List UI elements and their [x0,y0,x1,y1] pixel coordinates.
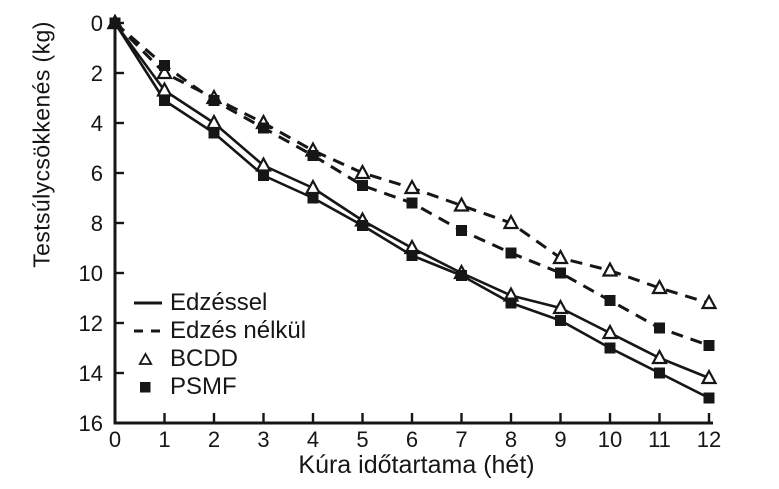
marker-filled-square [555,315,566,326]
marker-filled-square [357,220,368,231]
x-tick-label: 6 [406,427,418,452]
marker-filled-square [406,250,418,261]
marker-filled-square [208,95,220,106]
y-axis-title: Testsúlycsökkenés (kg) [28,21,55,268]
y-tick-label: 12 [79,311,103,336]
legend-label-psmf: PSMF [170,373,237,400]
y-tick-label: 10 [79,261,103,286]
y-tick-label: 16 [79,411,103,436]
marker-filled-square [654,322,665,334]
marker-filled-square [258,122,269,134]
marker-filled-square [357,180,368,191]
legend-item-with-training: Edzéssel [133,289,306,317]
filled-square-icon [133,380,170,394]
legend-item-without-training: Edzés nélkül [133,317,306,345]
legend-label-with-training: Edzéssel [170,289,268,316]
x-tick-label: 9 [554,427,566,452]
x-tick-label: 11 [648,427,671,452]
y-tick-label: 0 [91,11,103,36]
marker-open-triangle [651,278,668,295]
legend-label-bcdd: BCDD [170,345,239,372]
solid-line-icon [133,299,170,307]
x-tick-label: 7 [455,427,467,452]
marker-open-triangle [552,248,569,265]
x-tick-label: 12 [697,427,721,452]
marker-filled-square [456,270,467,281]
marker-filled-square [604,295,616,306]
marker-open-triangle [453,196,470,212]
legend: Edzéssel Edzés nélkül BCDD PSMF [133,289,306,401]
marker-open-triangle [354,163,371,180]
marker-filled-square [505,297,517,309]
marker-filled-square [159,95,170,106]
y-tick-label: 6 [91,161,103,186]
x-tick-label: 3 [257,427,269,452]
marker-filled-square [654,367,665,379]
marker-filled-square [307,192,319,204]
axes [113,17,713,425]
x-tick-label: 2 [208,427,220,452]
x-tick-label: 4 [307,427,319,452]
marker-filled-square [159,60,170,71]
marker-filled-square [208,127,220,139]
marker-filled-square [505,247,517,259]
y-tick-label: 2 [91,61,103,86]
marker-filled-square [703,340,715,351]
x-axis-title: Kúra időtartama (hét) [298,451,535,479]
marker-filled-square [703,392,715,404]
y-tick-label: 8 [91,211,103,236]
marker-open-triangle [700,293,718,310]
marker-open-triangle [601,261,619,277]
marker-filled-square [604,342,616,354]
x-tick-label: 1 [158,427,170,452]
marker-open-triangle [700,368,718,385]
legend-item-psmf: PSMF [133,373,306,401]
x-tick-label: 10 [598,427,622,452]
legend-label-without-training: Edzés nélkül [170,317,307,344]
marker-open-triangle [651,348,668,365]
marker-filled-square [456,225,467,236]
x-tick-label: 5 [356,427,368,452]
y-tick-label: 4 [91,111,103,136]
marker-filled-square [109,17,121,29]
open-triangle-icon [133,352,170,366]
marker-filled-square [555,267,566,279]
y-tick-label: 14 [79,361,103,386]
legend-item-bcdd: BCDD [133,345,306,373]
marker-open-triangle [502,213,520,230]
marker-open-triangle [552,298,569,315]
x-tick-label: 8 [505,427,517,452]
marker-filled-square [258,170,269,181]
dashed-line-icon [133,327,170,335]
marker-open-triangle [205,113,223,130]
marker-filled-square [307,150,319,161]
marker-open-triangle [601,323,619,340]
x-tick-label: 0 [109,427,121,452]
marker-open-triangle [156,63,173,80]
marker-open-triangle [403,178,421,195]
marker-filled-square [406,197,418,209]
